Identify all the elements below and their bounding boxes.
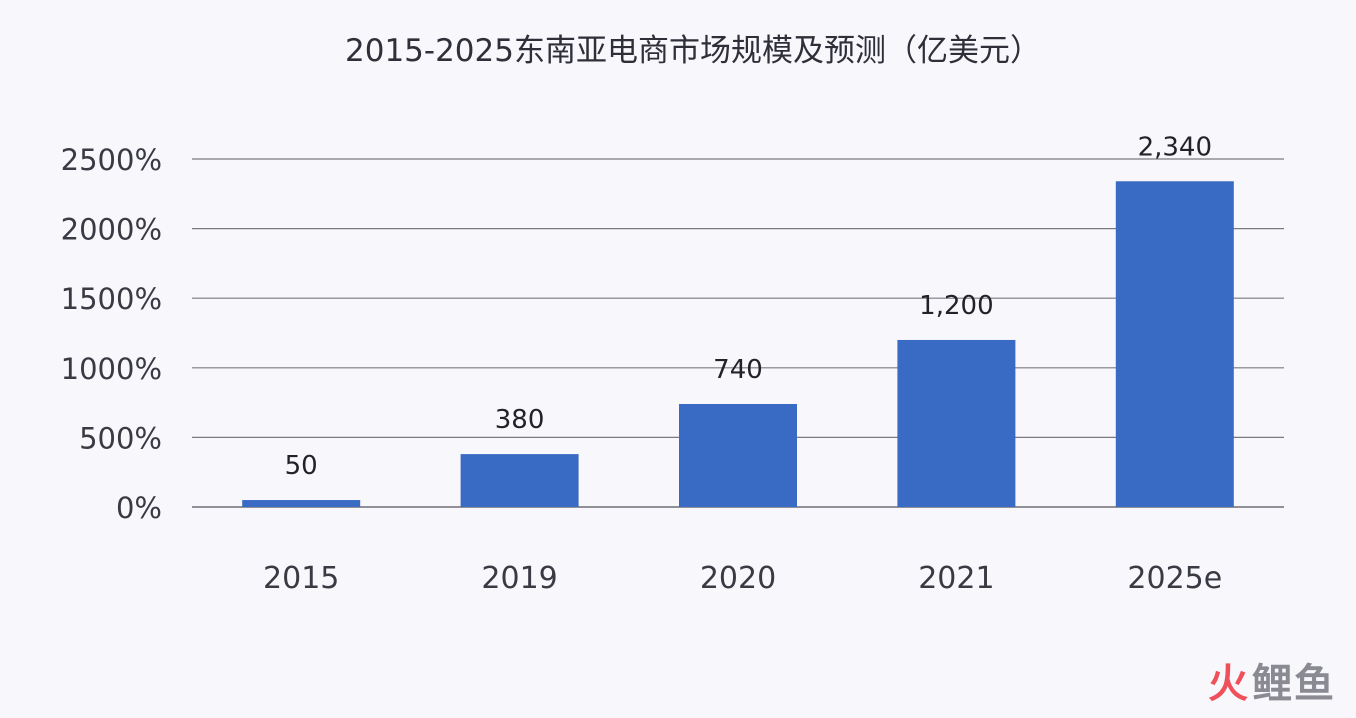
x-axis-categories: 2015 2019 2020 2021 2025e: [263, 561, 1222, 596]
y-tick-label: 2500%: [61, 143, 162, 177]
gridlines: [192, 158, 1284, 508]
y-tick-label: 1000%: [61, 352, 162, 386]
x-category-label: 2025e: [1127, 561, 1222, 596]
bar: [679, 403, 797, 507]
data-label: 1,200: [919, 291, 993, 321]
chart-title: 2015-2025东南亚电商市场规模及预测（亿美元）: [345, 33, 1041, 69]
bar: [242, 500, 361, 507]
x-category-label: 2019: [481, 561, 557, 596]
data-label: 50: [285, 451, 318, 481]
data-label: 740: [713, 355, 763, 385]
bar: [1115, 181, 1234, 507]
y-tick-label: 500%: [79, 421, 162, 455]
watermark-logo: 火 鲤鱼: [1208, 658, 1336, 710]
bar: [460, 454, 579, 507]
watermark-text: 鲤鱼: [1252, 661, 1336, 707]
x-category-label: 2020: [700, 561, 776, 596]
x-category-label: 2015: [263, 561, 339, 596]
data-label: 2,340: [1138, 132, 1212, 162]
y-tick-label: 0%: [116, 491, 162, 525]
bar: [897, 339, 1016, 507]
y-tick-label: 1500%: [61, 282, 162, 316]
bars: [242, 181, 1234, 507]
watermark-char-fire: 火: [1208, 661, 1248, 707]
y-axis-ticks: 0% 500% 1000% 1500% 2000% 2500%: [61, 143, 162, 525]
y-tick-label: 2000%: [61, 213, 162, 247]
data-labels: 50 380 740 1,200 2,340: [285, 132, 1212, 481]
x-category-label: 2021: [918, 561, 994, 596]
data-label: 380: [495, 405, 545, 435]
